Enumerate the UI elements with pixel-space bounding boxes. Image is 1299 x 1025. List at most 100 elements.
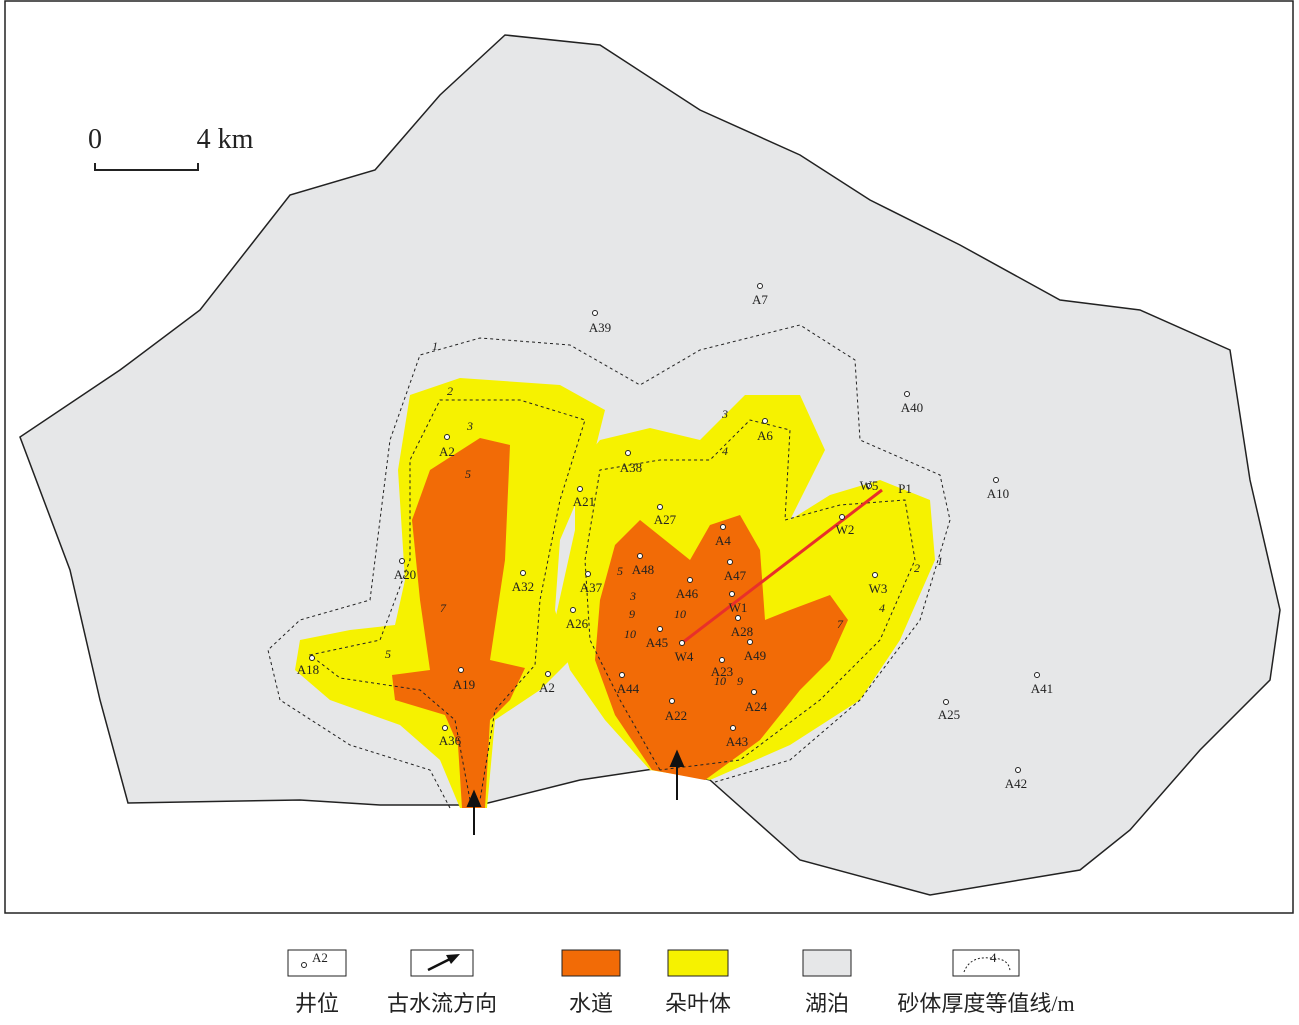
well-label: P1 [898,481,912,496]
contour-label: 10 [624,627,636,641]
well-label: A46 [676,586,699,601]
legend-symbol [952,949,1020,977]
well-label: A25 [938,707,960,722]
well [747,639,753,645]
well [1034,672,1040,678]
well [592,310,598,316]
scale-bar [94,163,199,171]
well-label: A44 [617,681,640,696]
well-label: A23 [711,664,733,679]
well [904,391,910,397]
well-label: A39 [589,320,611,335]
well [619,672,625,678]
well-label: A18 [297,662,319,677]
well-label: A28 [731,624,753,639]
contour-label: 3 [629,589,636,603]
well [872,572,878,578]
well-label: A6 [757,428,773,443]
contour-label: 9 [737,674,743,688]
well-label: A2 [539,680,555,695]
well [1015,767,1021,773]
contour-label: 5 [385,647,391,661]
well [520,570,526,576]
contour-label: 2 [914,561,920,575]
well-label: A45 [646,635,668,650]
well-label: A20 [394,567,416,582]
contour-label: 5 [617,564,623,578]
well [687,577,693,583]
contour-label: 7 [440,601,447,615]
contour-label: 1 [937,554,943,568]
well-label: A10 [987,486,1009,501]
legend-label: 朵叶体 [665,991,731,1016]
contour-line [308,399,586,801]
contour-label: 4 [879,601,885,615]
contour-line [267,324,951,809]
well [762,418,768,424]
contour-label: 4 [722,444,728,458]
well [669,698,675,704]
well-label: W5 [860,478,879,493]
legend-symbol [287,949,347,977]
well-label: A19 [453,677,475,692]
well-label: W1 [729,600,748,615]
well-label: A41 [1031,681,1053,696]
contour-label: 3 [466,419,473,433]
legend-symbol [802,949,852,977]
well-label: A24 [745,699,768,714]
well [730,725,736,731]
legend-label: 砂体厚度等值线/m [897,991,1074,1016]
well-label: A38 [620,460,642,475]
contour-label: 7 [837,617,844,631]
well [444,434,450,440]
well [757,283,763,289]
well-label: A7 [752,292,768,307]
legend-label: 古水流方向 [387,991,497,1016]
legend-symbol [561,949,621,977]
legend-label: 湖泊 [805,991,849,1016]
contour-label: 10 [714,674,726,688]
well-label: A37 [580,580,603,595]
well [625,450,631,456]
legend-sample: A2 [312,950,328,965]
section-line [681,488,883,645]
well-label: A47 [724,568,747,583]
well [458,667,464,673]
well [577,486,583,492]
contour-label: 10 [674,607,686,621]
well [399,558,405,564]
legend-label: 井位 [295,991,339,1016]
well [679,640,685,646]
well [993,477,999,483]
well [442,725,448,731]
well-label: A48 [632,562,654,577]
legend-symbol [667,949,729,977]
scale-label: 4 km [197,124,254,155]
well [545,671,551,677]
well [570,607,576,613]
well-label: A36 [439,733,462,748]
well [729,591,735,597]
well-label: A40 [901,400,923,415]
well [727,559,733,565]
well [657,504,663,510]
contour-label: 5 [465,467,471,481]
well-label: A22 [665,708,687,723]
well-label: A49 [744,648,766,663]
well-label: A42 [1005,776,1027,791]
contour-label: 3 [721,407,728,421]
well-label: A21 [573,494,595,509]
well-label: A27 [654,512,677,527]
well [719,657,725,663]
well-label: A4 [715,533,731,548]
well [720,524,726,530]
well-label: A43 [726,734,748,749]
legend: A2 4 井位 古水流方向 水道 朵叶体 湖泊 砂体厚度等值线/m [287,949,1075,1016]
well-label: W3 [869,581,888,596]
well [637,553,643,559]
contour-label: 9 [629,607,635,621]
channel [392,438,525,808]
well-label: W4 [675,649,694,664]
well [585,571,591,577]
